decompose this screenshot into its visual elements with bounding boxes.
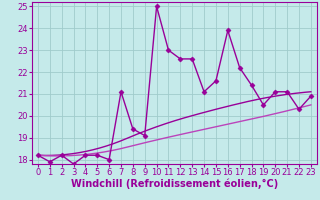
X-axis label: Windchill (Refroidissement éolien,°C): Windchill (Refroidissement éolien,°C)	[71, 179, 278, 189]
